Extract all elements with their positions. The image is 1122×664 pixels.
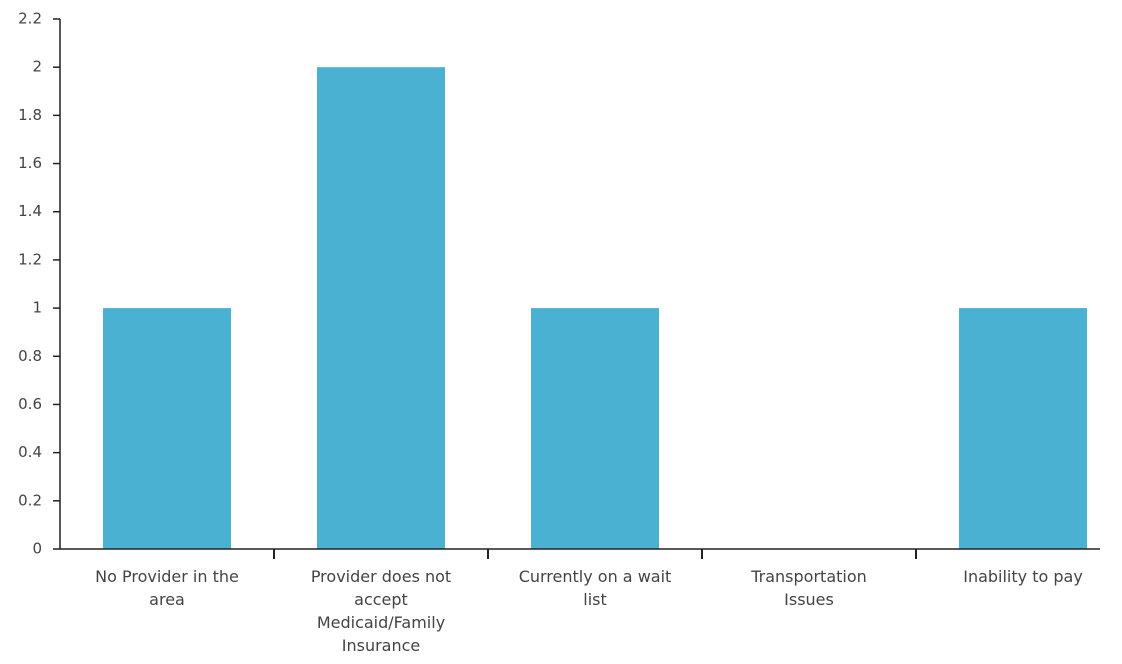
y-tick-label: 1.4	[18, 202, 42, 220]
bar	[103, 308, 231, 549]
y-tick-label: 0.2	[18, 491, 42, 509]
x-tick-label: Inability to pay	[963, 567, 1083, 586]
y-tick-label: 1.8	[18, 106, 42, 124]
bar	[959, 308, 1087, 549]
y-tick-label: 1.2	[18, 250, 42, 268]
y-tick-label: 0.4	[18, 443, 42, 461]
x-tick-label: No Provider in the area	[95, 567, 239, 609]
x-tick-label: Provider does not accept Medicaid/Family…	[310, 567, 452, 655]
y-tick-label: 0	[32, 540, 42, 558]
x-tick-label: Transportation Issues	[751, 567, 867, 609]
y-tick-label: 0.8	[18, 347, 42, 365]
y-tick-label: 1.6	[18, 154, 42, 172]
y-tick-label: 0.6	[18, 395, 42, 413]
y-tick-label: 2.2	[18, 10, 42, 28]
x-tick-label: Currently on a wait list	[518, 567, 672, 609]
y-tick-label: 2	[32, 58, 42, 76]
y-tick-label: 1	[32, 299, 42, 317]
bar	[531, 308, 659, 549]
bar	[317, 67, 445, 549]
